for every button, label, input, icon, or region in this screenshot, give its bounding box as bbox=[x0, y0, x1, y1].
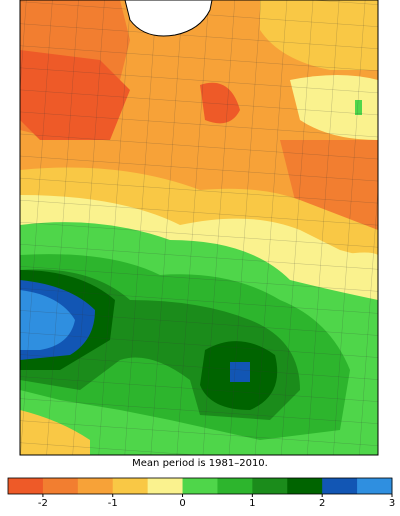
colorbar-bin bbox=[112, 478, 149, 494]
colorbar-bin bbox=[77, 478, 114, 494]
colorbar: -2 -1 0 1 2 3 bbox=[7, 477, 395, 509]
colorbar-bin bbox=[182, 478, 218, 494]
caption: Mean period is 1981–2010. bbox=[132, 458, 268, 469]
map-frame bbox=[19, 0, 379, 456]
colorbar-tick-label: 3 bbox=[389, 498, 395, 509]
colorbar-tick-label: 0 bbox=[179, 498, 185, 509]
colorbar-tick-label: 1 bbox=[249, 498, 255, 509]
colorbar-tick-label: 2 bbox=[319, 498, 325, 509]
colorbar-bin bbox=[357, 478, 393, 494]
colorbar-bin bbox=[217, 478, 253, 494]
precipitation-map bbox=[20, 0, 378, 455]
colorbar-tick-label: -2 bbox=[38, 498, 48, 509]
colorbar-bin bbox=[252, 478, 288, 494]
colorbar-bin bbox=[322, 478, 358, 494]
colorbar-tick-label: -1 bbox=[108, 498, 118, 509]
colorbar-bin bbox=[42, 478, 79, 494]
colorbar-bin bbox=[8, 478, 44, 494]
colorbar-bin bbox=[147, 478, 184, 494]
colorbar-frame bbox=[7, 477, 393, 495]
colorbar-bin bbox=[287, 478, 323, 494]
